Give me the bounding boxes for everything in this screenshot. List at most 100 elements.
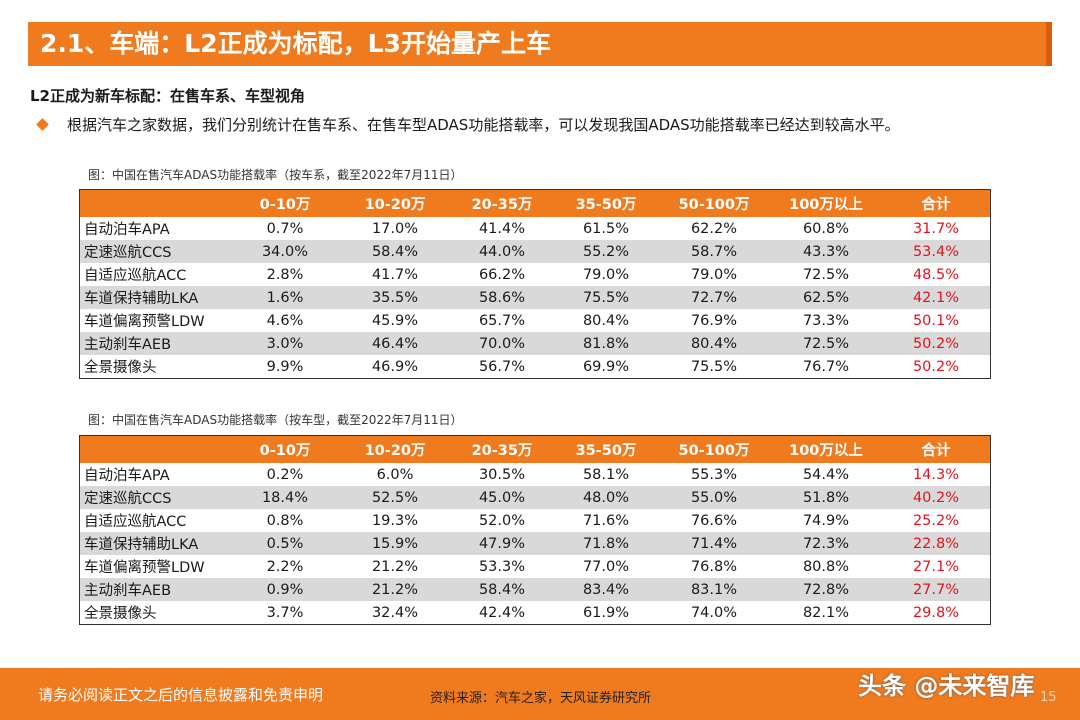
column-header: [80, 436, 230, 463]
value-cell: 19.3%: [371, 512, 419, 529]
table-row: 定速巡航CCS 34.0% 58.4% 44.0% 55.2% 58.7% 43.3% 53.…: [80, 240, 990, 263]
value-cell: 58.6%: [450, 286, 554, 309]
value-cell: 55.2%: [554, 240, 658, 263]
table-row: 全景摄像头 9.9% 46.9% 56.7% 69.9% 75.5% 76.7% 50.2%: [80, 355, 990, 378]
value-cell: 70.0%: [450, 332, 554, 355]
value-cell: 55.3%: [690, 466, 738, 483]
value-cell: 46.9%: [371, 358, 419, 375]
value-cell: 9.9%: [266, 358, 304, 375]
feature-name-cell: 全景摄像头: [84, 606, 157, 622]
header-row: 0-10万 10-20万 20-35万 35-50万 50-100万 100万以上 合计: [80, 190, 990, 217]
value-cell: 32.4%: [371, 604, 419, 621]
feature-name-cell: 主动刹车AEB: [80, 332, 230, 355]
value-cell: 21.2%: [371, 558, 419, 575]
table-by-series: 0-10万 10-20万 20-35万 35-50万 50-100万 100万以上 合计 自动…: [79, 189, 991, 379]
total-cell: 29.8%: [912, 604, 960, 621]
value-cell: 62.5%: [770, 286, 882, 309]
value-cell: 61.9%: [582, 604, 630, 621]
value-cell: 62.2%: [690, 220, 738, 237]
value-cell: 71.8%: [554, 532, 658, 555]
value-cell: 58.1%: [582, 466, 630, 483]
value-cell: 53.3%: [478, 558, 526, 575]
value-cell: 51.8%: [770, 486, 882, 509]
total-cell: 53.4%: [882, 240, 990, 263]
total-cell: 50.2%: [882, 332, 990, 355]
value-cell: 52.0%: [478, 512, 526, 529]
column-header: 20-35万: [450, 190, 554, 217]
table-row: 自动泊车APA 0.2% 6.0% 30.5% 58.1% 55.3% 54.4% 14.3%: [80, 463, 990, 486]
value-cell: 4.6%: [266, 312, 304, 329]
column-header: 35-50万: [554, 436, 658, 463]
feature-name-cell: 车道偏离预警LDW: [84, 560, 205, 576]
total-cell: 50.1%: [912, 312, 960, 329]
table1-caption: 图：中国在售汽车ADAS功能搭载率（按车系，截至2022年7月11日）: [88, 168, 463, 182]
feature-name-cell: 自动泊车APA: [84, 468, 170, 484]
column-header: 10-20万: [340, 190, 450, 217]
value-cell: 80.8%: [802, 558, 850, 575]
value-cell: 72.5%: [770, 332, 882, 355]
slide-title: 2.1、车端：L2正成为标配，L3开始量产上车: [28, 22, 1052, 66]
bullet-point: 根据汽车之家数据，我们分别统计在售车系、在售车型ADAS功能搭载率，可以发现我国…: [36, 114, 900, 135]
total-cell: 48.5%: [912, 266, 960, 283]
value-cell: 35.5%: [340, 286, 450, 309]
column-header: 合计: [882, 190, 990, 217]
value-cell: 0.2%: [266, 466, 304, 483]
value-cell: 47.9%: [450, 532, 554, 555]
value-cell: 2.2%: [266, 558, 304, 575]
value-cell: 48.0%: [554, 486, 658, 509]
value-cell: 18.4%: [230, 486, 340, 509]
value-cell: 79.0%: [690, 266, 738, 283]
column-header: 50-100万: [658, 190, 770, 217]
table-row: 车道保持辅助LKA 1.6% 35.5% 58.6% 75.5% 72.7% 62.5% 42…: [80, 286, 990, 309]
value-cell: 72.3%: [770, 532, 882, 555]
value-cell: 17.0%: [371, 220, 419, 237]
value-cell: 42.4%: [478, 604, 526, 621]
column-header: 100万以上: [770, 190, 882, 217]
value-cell: 0.9%: [230, 578, 340, 601]
value-cell: 1.6%: [230, 286, 340, 309]
value-cell: 71.6%: [582, 512, 630, 529]
value-cell: 72.8%: [770, 578, 882, 601]
value-cell: 81.8%: [554, 332, 658, 355]
value-cell: 0.7%: [266, 220, 304, 237]
feature-name-cell: 车道保持辅助LKA: [80, 286, 230, 309]
value-cell: 21.2%: [340, 578, 450, 601]
feature-name-cell: 主动刹车AEB: [80, 578, 230, 601]
table-by-model: 0-10万 10-20万 20-35万 35-50万 50-100万 100万以上 合计 自动…: [79, 435, 991, 625]
total-cell: 22.8%: [882, 532, 990, 555]
table-row: 车道偏离预警LDW 4.6% 45.9% 65.7% 80.4% 76.9% 73.3% 50…: [80, 309, 990, 332]
title-accent-strip: [1046, 22, 1052, 66]
feature-name-cell: 定速巡航CCS: [80, 486, 230, 509]
value-cell: 43.3%: [770, 240, 882, 263]
total-cell: 27.1%: [912, 558, 960, 575]
value-cell: 80.4%: [582, 312, 630, 329]
value-cell: 72.7%: [658, 286, 770, 309]
column-header: 100万以上: [770, 436, 882, 463]
diamond-bullet-icon: [36, 118, 49, 131]
value-cell: 76.8%: [690, 558, 738, 575]
value-cell: 6.0%: [376, 466, 414, 483]
table2-caption: 图：中国在售汽车ADAS功能搭载率（按车型，截至2022年7月11日）: [88, 413, 463, 427]
value-cell: 83.1%: [658, 578, 770, 601]
page-number: 15: [1040, 690, 1057, 705]
value-cell: 45.0%: [450, 486, 554, 509]
bullet-text: 根据汽车之家数据，我们分别统计在售车系、在售车型ADAS功能搭载率，可以发现我国…: [67, 116, 900, 134]
watermark: 头条 @未来智库: [858, 672, 1035, 700]
column-header: 0-10万: [230, 436, 340, 463]
value-cell: 34.0%: [230, 240, 340, 263]
feature-name-cell: 定速巡航CCS: [80, 240, 230, 263]
value-cell: 76.7%: [802, 358, 850, 375]
total-cell: 27.7%: [882, 578, 990, 601]
total-cell: 40.2%: [882, 486, 990, 509]
value-cell: 72.5%: [802, 266, 850, 283]
feature-name-cell: 自适应巡航ACC: [84, 268, 187, 284]
footer-source: 资料来源：汽车之家，天风证券研究所: [430, 691, 652, 706]
feature-name-cell: 车道偏离预警LDW: [84, 314, 205, 330]
value-cell: 46.4%: [340, 332, 450, 355]
value-cell: 76.9%: [690, 312, 738, 329]
value-cell: 41.4%: [478, 220, 526, 237]
value-cell: 15.9%: [340, 532, 450, 555]
column-header: 35-50万: [554, 190, 658, 217]
value-cell: 45.9%: [371, 312, 419, 329]
feature-name-cell: 全景摄像头: [84, 360, 157, 376]
